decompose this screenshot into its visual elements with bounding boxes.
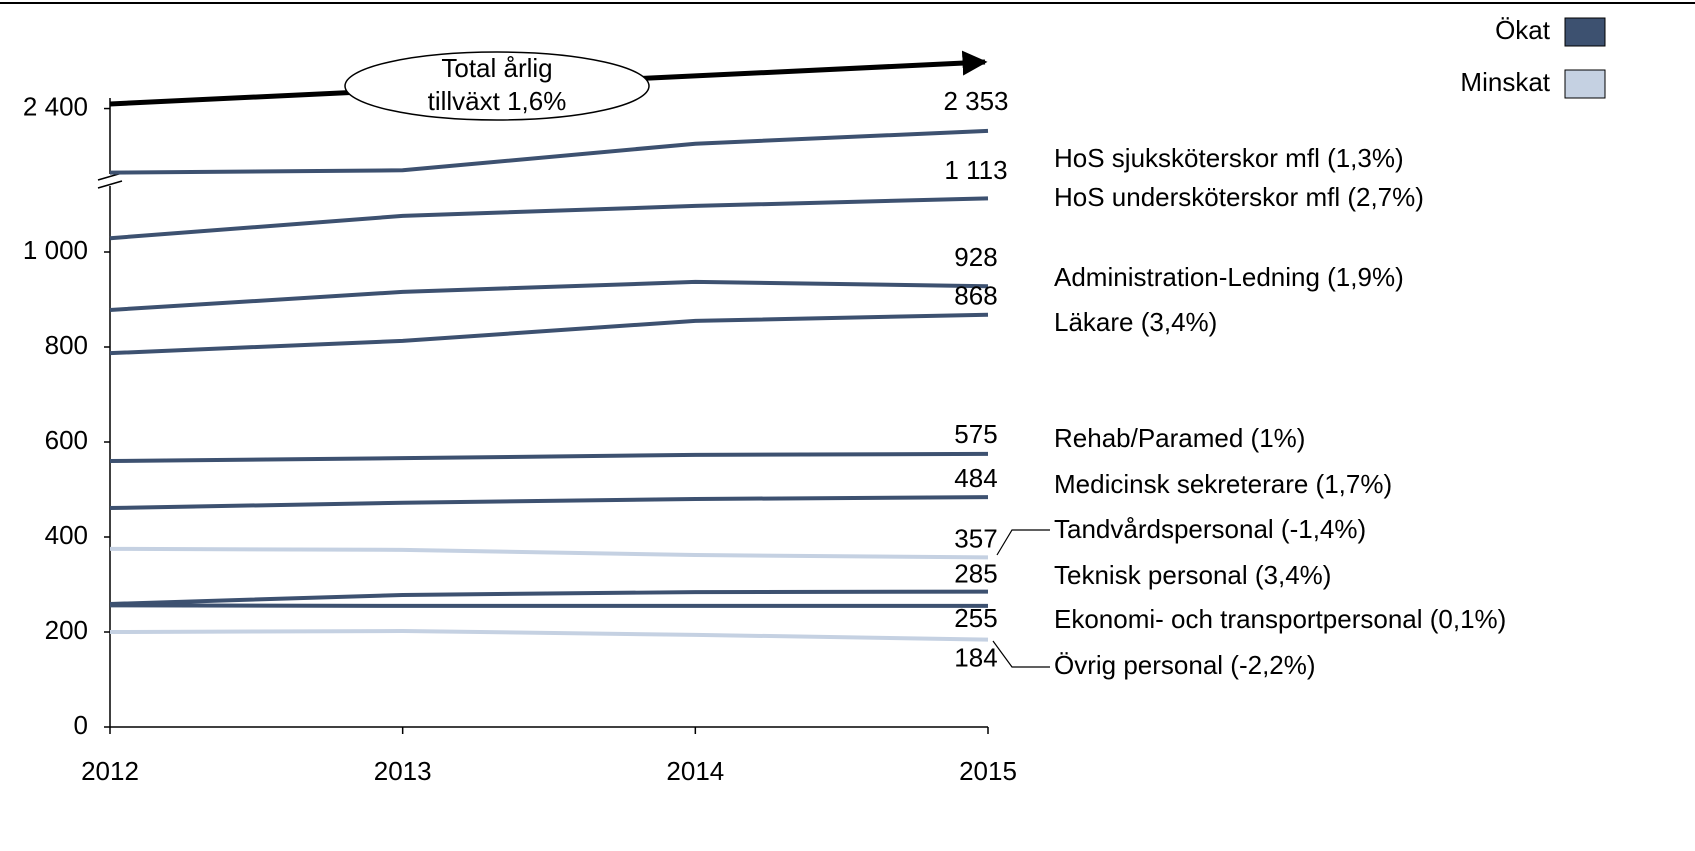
series-line [109, 495, 989, 511]
y-tick-label: 2 400 [23, 91, 88, 121]
series-line [109, 312, 989, 356]
series-label: Administration-Ledning (1,9%) [1054, 262, 1404, 292]
series-line [109, 196, 989, 241]
leader-line [992, 640, 1050, 668]
series-label: Övrig personal (-2,2%) [1054, 650, 1316, 680]
data-label: 575 [954, 419, 997, 449]
legend-label: Ökat [1495, 15, 1551, 45]
data-label: 1 113 [944, 155, 1007, 185]
y-tick-label: 200 [45, 615, 88, 645]
x-tick-label: 2012 [81, 756, 139, 786]
x-tick-label: 2015 [959, 756, 1017, 786]
series-label: HoS sjuksköterskor mfl (1,3%) [1054, 143, 1404, 173]
legend-swatch [1564, 17, 1606, 47]
series-line [109, 451, 989, 463]
legend-swatch [1564, 69, 1606, 99]
annotation-ellipse [344, 51, 650, 121]
data-label: 184 [954, 642, 997, 672]
series-label: Läkare (3,4%) [1054, 307, 1217, 337]
series-label: HoS undersköterskor mfl (2,7%) [1054, 182, 1424, 212]
data-label: 357 [954, 523, 997, 553]
series-label: Ekonomi- och transportpersonal (0,1%) [1054, 604, 1506, 634]
series-label: Medicinsk sekreterare (1,7%) [1054, 469, 1392, 499]
annotation: Total årlig [441, 53, 552, 83]
data-label: 285 [954, 559, 997, 589]
data-label: 2 353 [943, 86, 1008, 116]
y-tick-label: 400 [45, 520, 88, 550]
data-label: 255 [954, 603, 997, 633]
leader-line [996, 529, 1050, 556]
data-label: 484 [954, 463, 997, 493]
data-label: 928 [954, 242, 997, 272]
y-tick-label: 0 [74, 710, 88, 740]
x-tick-label: 2013 [374, 756, 432, 786]
series-label: Tandvårdspersonal (-1,4%) [1054, 514, 1366, 544]
y-tick-label: 600 [45, 425, 88, 455]
x-tick-label: 2014 [666, 756, 724, 786]
series-line [109, 128, 989, 175]
series-line [109, 546, 989, 560]
series-line [109, 629, 989, 642]
series-label: Teknisk personal (3,4%) [1054, 560, 1331, 590]
annotation: tillväxt 1,6% [428, 86, 567, 116]
y-tick-label: 800 [45, 330, 88, 360]
axis-break [97, 180, 123, 189]
series-line [109, 589, 989, 606]
series-label: Rehab/Paramed (1%) [1054, 423, 1305, 453]
data-label: 868 [954, 281, 997, 311]
legend-label: Minskat [1460, 67, 1550, 97]
series-line [109, 279, 989, 312]
y-tick-label: 1 000 [23, 235, 88, 265]
